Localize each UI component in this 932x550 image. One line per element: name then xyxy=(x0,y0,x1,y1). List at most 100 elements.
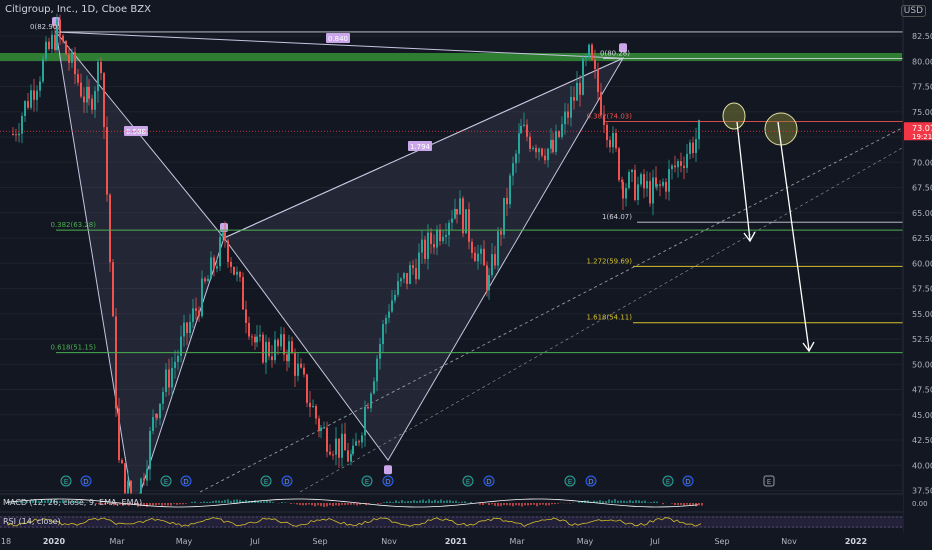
macd-bar xyxy=(536,503,538,507)
macd-bar xyxy=(101,503,103,505)
candle-body xyxy=(509,175,511,205)
event-marker xyxy=(564,475,576,487)
macd-bar xyxy=(578,501,580,503)
candle-body xyxy=(400,278,402,282)
candle-body xyxy=(576,82,578,101)
pattern-xd-line xyxy=(55,31,624,59)
macd-bar xyxy=(143,503,145,506)
event-marker-label: D xyxy=(183,478,188,486)
time-tick-label: May xyxy=(577,537,594,546)
candle-body xyxy=(195,308,197,311)
candle-body xyxy=(668,169,670,192)
candle-body xyxy=(652,177,654,204)
macd-bar xyxy=(404,501,406,503)
candle-body xyxy=(274,339,276,361)
candle-body xyxy=(347,450,349,462)
macd-bar xyxy=(581,500,583,503)
candle-body xyxy=(306,374,308,403)
candle-body xyxy=(115,316,117,409)
macd-bar xyxy=(353,503,355,505)
macd-bar xyxy=(398,501,400,503)
countdown-value: 19:21 xyxy=(912,133,932,141)
candle-body xyxy=(62,35,64,42)
candle-body xyxy=(612,132,614,148)
candle-body xyxy=(518,133,520,154)
candle-body xyxy=(355,441,357,446)
macd-bar xyxy=(656,501,658,503)
candle-body xyxy=(268,341,270,357)
pattern-point-marker xyxy=(384,465,392,475)
candle-body xyxy=(406,273,408,284)
candle-body xyxy=(552,139,554,153)
candle-body xyxy=(315,406,317,419)
candle-body xyxy=(294,353,296,376)
macd-bar xyxy=(44,500,46,503)
macd-bar xyxy=(203,501,205,503)
arrow-head-1 xyxy=(743,231,756,243)
macd-bar xyxy=(38,500,40,503)
candle-body xyxy=(288,341,290,362)
macd-bar xyxy=(608,499,610,503)
macd-bar xyxy=(59,501,61,503)
macd-bar xyxy=(680,503,682,505)
dividend-marker xyxy=(763,475,775,487)
candle-body xyxy=(149,430,151,470)
macd-bar xyxy=(182,503,184,505)
candle-body xyxy=(579,82,581,95)
event-marker-label: E xyxy=(666,478,670,486)
event-marker xyxy=(180,475,192,487)
candle-body xyxy=(622,182,624,199)
macd-bar xyxy=(110,503,112,505)
event-marker-label: D xyxy=(284,478,289,486)
event-marker xyxy=(382,475,394,487)
candle-body xyxy=(388,311,390,318)
candle-body xyxy=(382,324,384,345)
ratio-label: 0.840 xyxy=(328,35,348,43)
candle-body xyxy=(526,124,528,137)
candle-body xyxy=(45,41,47,59)
candle-body xyxy=(236,271,238,275)
macd-bar xyxy=(185,503,187,504)
candle-body xyxy=(424,239,426,259)
candle-body xyxy=(286,354,288,362)
macd-bar xyxy=(260,500,262,503)
macd-bar xyxy=(281,501,283,503)
event-marker xyxy=(483,475,495,487)
candle-body xyxy=(421,239,423,253)
candle-body xyxy=(59,19,61,36)
candle-body xyxy=(677,161,679,168)
candle-body xyxy=(283,334,285,355)
candle-body xyxy=(412,265,414,269)
macd-bar xyxy=(686,503,688,505)
macd-bar xyxy=(380,503,382,504)
candle-body xyxy=(329,451,331,455)
candle-body xyxy=(689,142,691,154)
macd-bar xyxy=(212,500,214,503)
candle-body xyxy=(465,209,467,234)
macd-bar xyxy=(503,503,505,506)
macd-bar xyxy=(689,503,691,506)
macd-bar xyxy=(266,500,268,503)
rsi-line xyxy=(7,517,702,527)
candle-body xyxy=(680,161,682,166)
macd-bar xyxy=(95,503,97,504)
macd-bar xyxy=(599,500,601,503)
candle-body xyxy=(570,97,572,118)
candle-body xyxy=(83,96,85,103)
candle-body xyxy=(538,148,540,153)
macd-bar xyxy=(644,500,646,503)
currency-badge[interactable]: USD xyxy=(900,5,926,17)
candle-body xyxy=(494,254,496,266)
fib-level-label: 1.618(54.11) xyxy=(586,314,632,322)
candle-body xyxy=(265,341,267,363)
event-marker xyxy=(462,475,474,487)
macd-bar xyxy=(347,503,349,505)
candle-body xyxy=(497,231,499,266)
macd-bar xyxy=(431,500,433,503)
price-tick-label: 42.50 xyxy=(912,436,932,445)
candle-body xyxy=(655,177,657,187)
candle-body xyxy=(564,111,566,125)
macd-bar xyxy=(557,503,559,504)
macd-bar xyxy=(500,503,502,507)
